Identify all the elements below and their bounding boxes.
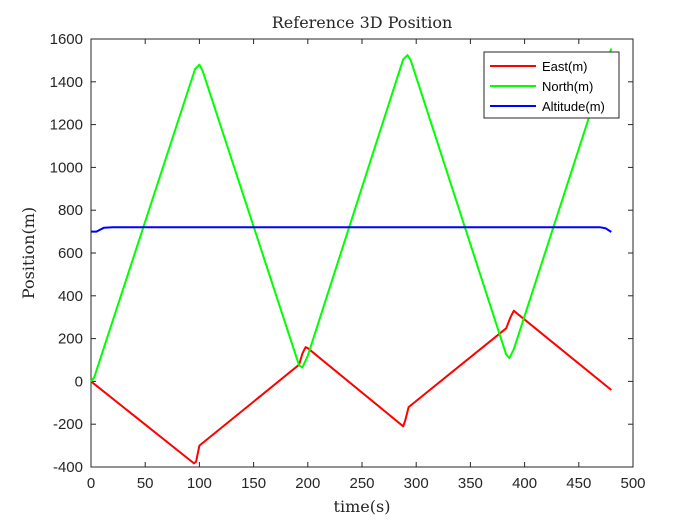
chart-title: Reference 3D Position	[272, 13, 453, 32]
y-tick-label: -200	[53, 416, 83, 433]
series-line-2	[91, 226, 612, 233]
series-line-1	[90, 48, 613, 383]
x-tick-label: 500	[620, 475, 645, 492]
y-tick-label: 1200	[50, 117, 83, 134]
y-axis-ticks: -400 -200 0 200 400 600 800 1000 1200 1400 1600	[50, 31, 633, 476]
y-tick-label: 1000	[50, 159, 83, 176]
y-tick-label: 800	[58, 202, 83, 219]
x-tick-label: 450	[566, 475, 591, 492]
y-tick-label: 200	[58, 331, 83, 348]
legend-label: North(m)	[542, 79, 593, 94]
x-tick-label: 250	[349, 475, 374, 492]
y-tick-label: 1400	[50, 74, 83, 91]
y-tick-label: -400	[53, 459, 83, 476]
y-axis-label: Position(m)	[19, 207, 38, 299]
series-line-0	[90, 309, 612, 465]
x-tick-label: 50	[137, 475, 154, 492]
legend-entries: East(m) North(m) Altitude(m)	[490, 59, 605, 114]
x-axis-label: time(s)	[334, 497, 391, 516]
x-tick-label: 150	[241, 475, 266, 492]
x-axis-ticks: 0 50 100 150 200 250 300 350 400 450 500	[87, 39, 646, 492]
x-tick-label: 200	[295, 475, 320, 492]
x-tick-label: 400	[512, 475, 537, 492]
x-tick-label: 350	[458, 475, 483, 492]
legend-label: East(m)	[542, 59, 588, 74]
y-tick-label: 600	[58, 245, 83, 262]
y-tick-label: 1600	[50, 31, 83, 48]
y-tick-label: 0	[75, 373, 83, 390]
legend-label: Altitude(m)	[542, 99, 605, 114]
legend: East(m) North(m) Altitude(m)	[483, 51, 620, 119]
x-tick-label: 0	[87, 475, 95, 492]
series-lines	[90, 48, 613, 465]
y-tick-label: 400	[58, 288, 83, 305]
x-tick-label: 300	[404, 475, 429, 492]
x-tick-label: 100	[187, 475, 212, 492]
